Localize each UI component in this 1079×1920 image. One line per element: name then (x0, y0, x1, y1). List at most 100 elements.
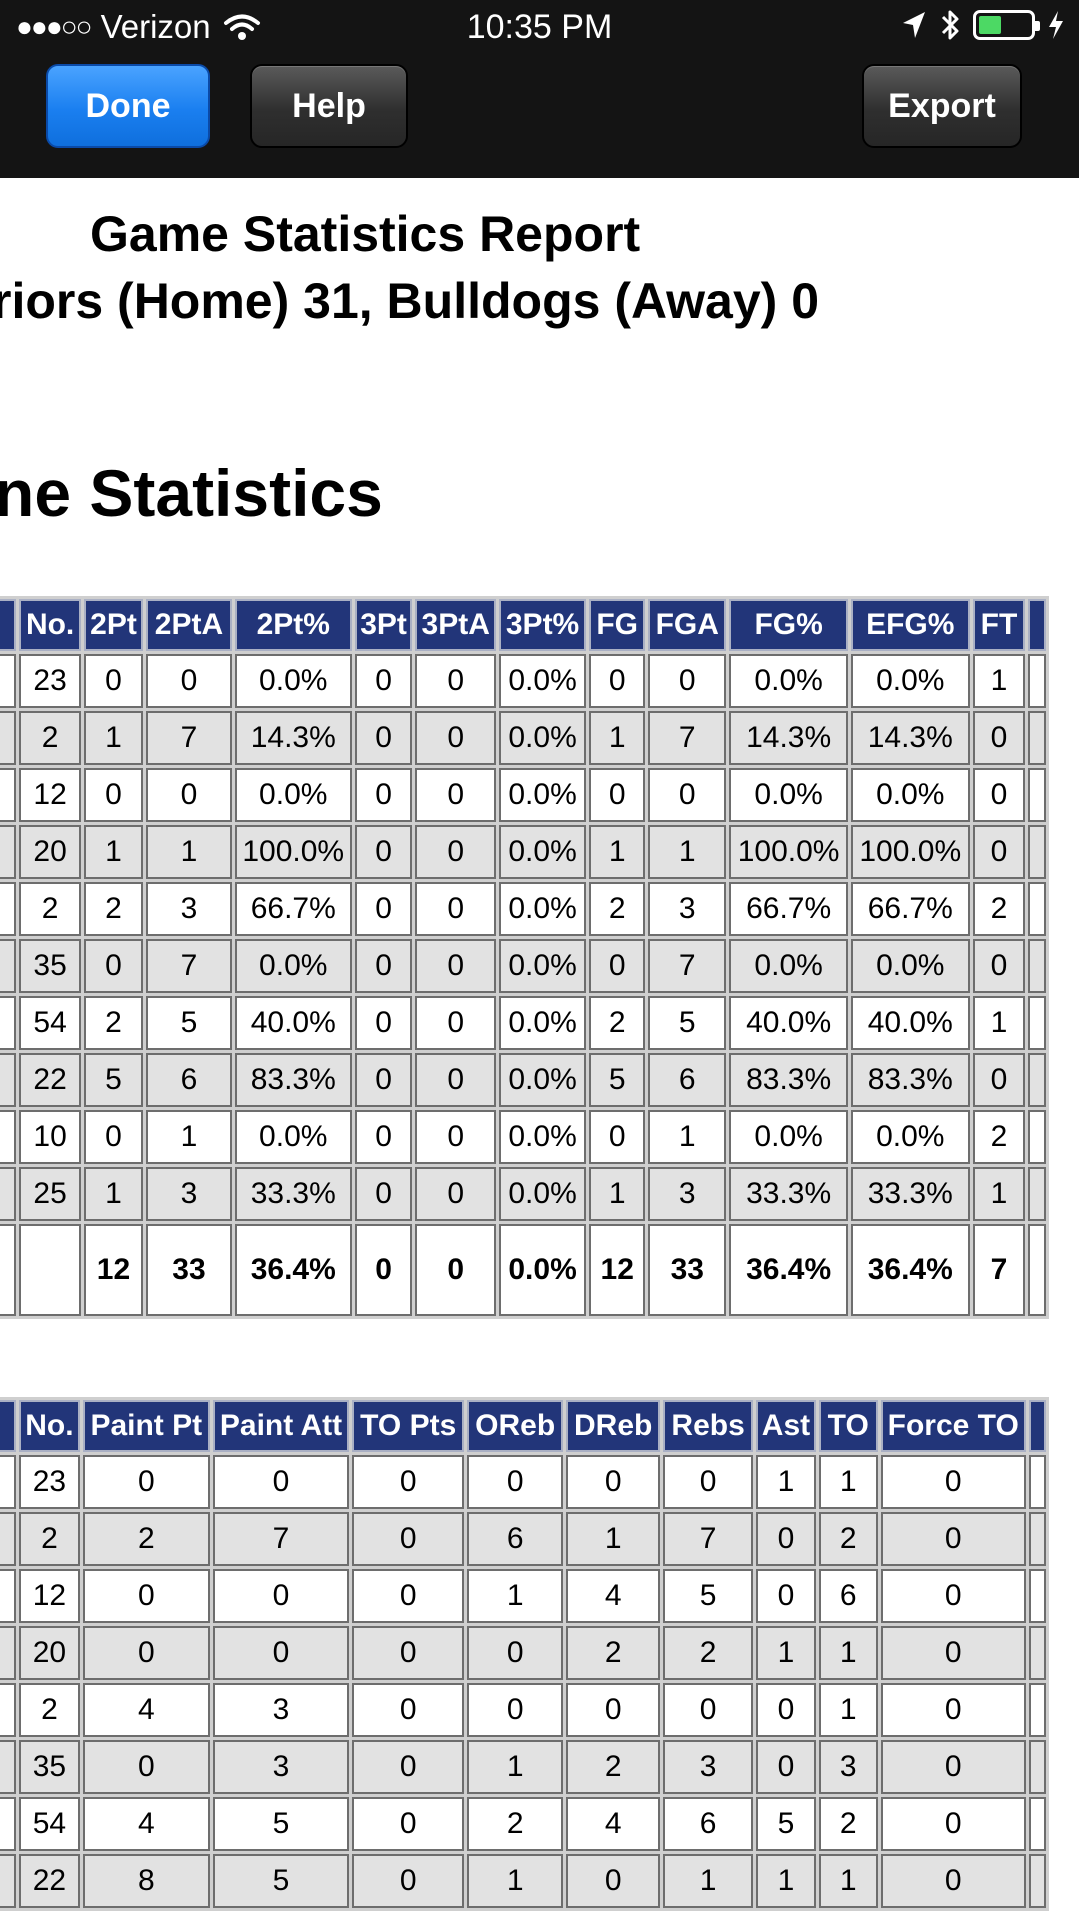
stat-cell: 2 (566, 1740, 660, 1794)
stat-cell: 0 (352, 1740, 464, 1794)
stat-cell: 0 (352, 1569, 464, 1623)
stat-cell: 40.0% (850, 996, 970, 1050)
stat-cell: 0.0% (729, 1110, 848, 1164)
stat-cell: 0.0% (234, 654, 352, 708)
battery-level (979, 16, 1001, 34)
stat-cell: 14.3% (234, 711, 352, 765)
stat-cell: 1 (756, 1455, 816, 1509)
stat-cell: 1 (756, 1854, 816, 1908)
column-header: Rebs (662, 1400, 754, 1452)
column-header-player (0, 599, 17, 651)
stat-cell: 5 (662, 1569, 754, 1623)
stat-cell: 2 (972, 882, 1026, 936)
stat-cell: 4 (82, 1683, 210, 1737)
stat-cell: 66.7% (234, 882, 352, 936)
stat-cell: 0.0% (498, 1110, 587, 1164)
stat-cell: 0 (354, 768, 413, 822)
player-name-cell: n (0, 1512, 16, 1566)
stat-cell: 22 (19, 1053, 81, 1107)
player-name-cell (0, 1626, 16, 1680)
stat-cell: 0 (880, 1740, 1026, 1794)
stat-cell: 20 (19, 825, 81, 879)
stat-cell: 1 (566, 1512, 660, 1566)
cutoff-cell (1028, 1740, 1046, 1794)
table-row: n2270617020 (0, 1512, 1046, 1566)
column-header: 2Pt (83, 599, 144, 651)
stat-cell: 0 (415, 996, 496, 1050)
player-name-cell: n (0, 711, 17, 765)
stat-cell: 5 (212, 1797, 350, 1851)
help-button[interactable]: Help (250, 64, 408, 148)
column-header: 3PtA (415, 599, 496, 651)
report-title: Game Statistics Report (90, 206, 641, 262)
table-row: 20 0 0 0 0 2 2 1 1 0 (0, 1626, 1046, 1680)
done-button[interactable]: Done (46, 64, 210, 148)
stat-cell: 0 (352, 1683, 464, 1737)
section-title: ne Statistics (0, 456, 383, 530)
stat-cell: 0 (354, 996, 413, 1050)
stat-cell: 0 (83, 939, 144, 993)
player-name-cell (0, 768, 17, 822)
stat-cell: 0 (566, 1683, 660, 1737)
stat-cell: 0.0% (234, 939, 352, 993)
stat-cell: 0 (352, 1854, 464, 1908)
cutoff-cell (1028, 1569, 1046, 1623)
stat-cell: 20 (18, 1626, 80, 1680)
stat-cell: 12 (589, 1224, 646, 1316)
stat-cell: 3 (212, 1683, 350, 1737)
stat-cell: 10 (19, 1110, 81, 1164)
stat-cell: 54 (19, 996, 81, 1050)
stat-cell: 0.0% (729, 768, 848, 822)
column-header: 2PtA (146, 599, 232, 651)
stat-cell: 2 (818, 1797, 878, 1851)
misc-stats-table: No. Paint Pt Paint Att TO Pts OReb DReb Rebs As… (0, 1397, 1049, 1911)
stat-cell: 25 (19, 1167, 81, 1221)
cutoff-cell (1028, 1167, 1046, 1221)
stat-cell: 33.3% (729, 1167, 848, 1221)
stat-cell: 0.0% (498, 654, 587, 708)
stat-cell: 7 (648, 711, 727, 765)
stat-cell: 0 (82, 1569, 210, 1623)
stat-cell: 36.4% (729, 1224, 848, 1316)
top-toolbar: ●●●○○ Verizon 10:35 PM Done Help (0, 0, 1079, 178)
column-header: 3Pt% (498, 599, 587, 651)
export-button[interactable]: Export (862, 64, 1022, 148)
stat-cell: 0.0% (498, 1053, 587, 1107)
stat-cell: 2 (589, 996, 646, 1050)
column-header: EFG% (850, 599, 970, 651)
table-row: 10 0 1 0.0% 0 0 0.0% 0 1 0.0% 0.0% 2 (0, 1110, 1046, 1164)
stat-cell: 1 (818, 1455, 878, 1509)
shooting-stats-table: No. 2Pt 2PtA 2Pt% 3Pt 3PtA 3Pt% FG FGA FG% EFG% FT … (0, 596, 1049, 1319)
stat-cell: 0 (466, 1455, 564, 1509)
stat-cell: 12 (19, 768, 81, 822)
player-name-cell (0, 825, 17, 879)
column-header: Paint Pt (82, 1400, 210, 1452)
stat-cell: 5 (83, 1053, 144, 1107)
column-header: TO Pts (352, 1400, 464, 1452)
stat-cell: 6 (662, 1797, 754, 1851)
stat-cell: 1 (466, 1740, 564, 1794)
stat-cell: 1 (648, 1110, 727, 1164)
cutoff-cell (1028, 1626, 1046, 1680)
stat-cell: 0.0% (850, 1110, 970, 1164)
cutoff-cell (1028, 768, 1046, 822)
player-name-cell (0, 1797, 16, 1851)
stat-cell: 0 (880, 1797, 1026, 1851)
stat-cell: 14.3% (729, 711, 848, 765)
stat-cell: 1 (818, 1683, 878, 1737)
carrier-name: Verizon (100, 8, 211, 45)
stat-cell: 6 (648, 1053, 727, 1107)
stat-cell: 2 (19, 882, 81, 936)
cutoff-cell (1028, 1110, 1046, 1164)
stat-cell: 1 (146, 1110, 232, 1164)
stat-cell: 0 (352, 1797, 464, 1851)
stat-cell: 2 (589, 882, 646, 936)
stat-cell: 2 (566, 1626, 660, 1680)
stat-cell: 0.0% (850, 768, 970, 822)
table-row: 25 1 3 33.3% 0 0 0.0% 1 3 33.3% 33.3% 1 (0, 1167, 1046, 1221)
stat-cell: 12 (83, 1224, 144, 1316)
stat-cell: 0 (354, 1167, 413, 1221)
cutoff-cell (1028, 996, 1046, 1050)
stat-cell: 2 (19, 711, 81, 765)
stat-cell: 2 (18, 1683, 80, 1737)
